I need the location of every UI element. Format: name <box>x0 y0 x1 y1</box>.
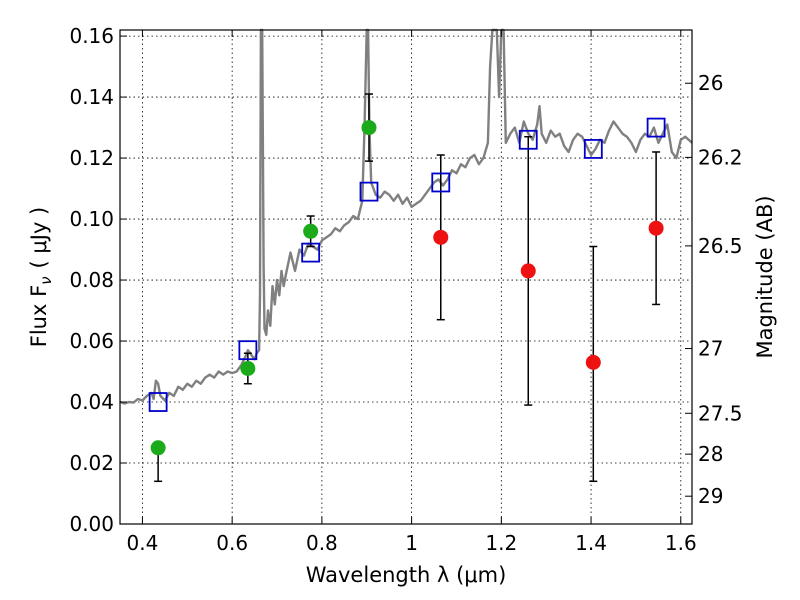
magnitude-tick-label: 28 <box>698 442 723 466</box>
detection-point <box>240 360 256 376</box>
magnitude-tick-label: 26.5 <box>698 234 743 258</box>
y-tick-label: 0.14 <box>69 85 114 109</box>
x-tick-label: 1.4 <box>575 531 607 555</box>
error-bars <box>154 93 661 483</box>
y-tick-label: 0.10 <box>69 207 114 231</box>
magnitude-tick-label: 27 <box>698 337 723 361</box>
grid-lines <box>120 30 692 525</box>
magnitude-tick-label: 29 <box>698 484 723 508</box>
y-axis-ticks: 0.00 0.02 0.04 0.06 0.08 0.10 0.12 0.14 0.16 <box>69 24 127 536</box>
constraint-point <box>585 354 601 370</box>
magnitude-axis-ticks: 26 26.2 26.5 27 27.5 28 29 <box>685 71 743 508</box>
x-tick-label: 0.8 <box>306 531 338 555</box>
magnitude-tick-label: 26.2 <box>698 145 743 169</box>
y-tick-label: 0.12 <box>69 146 114 170</box>
y-tick-label: 0.04 <box>69 390 114 414</box>
model-band-square <box>301 242 321 263</box>
y-tick-label: 0.06 <box>69 329 114 353</box>
model-band-square <box>238 340 258 361</box>
model-band-square <box>518 129 538 150</box>
model-band-square <box>431 172 451 193</box>
x-tick-label: 0.6 <box>216 531 248 555</box>
detection-point <box>361 120 377 136</box>
y-tick-label: 0.08 <box>69 268 114 292</box>
y-axis-label: Flux Fν ( μJy ) <box>27 207 55 348</box>
spectrum-line <box>119 28 693 405</box>
constraint-point <box>520 263 536 279</box>
model-band-square <box>148 392 168 412</box>
x-tick-label: 0.4 <box>127 531 159 555</box>
y-tick-label: 0.02 <box>69 451 114 475</box>
x-tick-label: 1.6 <box>665 531 697 555</box>
model-band-square <box>359 181 379 202</box>
plot-frame <box>119 29 693 525</box>
x-tick-label: 1 <box>405 531 418 555</box>
y-axis-label-unit: ( μJy ) <box>27 207 51 269</box>
x-tick-label: 1.2 <box>485 531 517 555</box>
markers <box>148 117 666 456</box>
x-axis-label: Wavelength λ (μm) <box>306 563 507 587</box>
y-tick-label: 0.00 <box>69 512 114 536</box>
model-band-square <box>583 139 603 159</box>
model-spectrum <box>119 28 693 405</box>
y-axis-label-subscript: ν <box>37 276 55 284</box>
constraint-point <box>433 229 449 245</box>
magnitude-axis-label: Magnitude (AB) <box>753 195 777 358</box>
y-axis-label-main: Flux F <box>27 285 51 347</box>
magnitude-tick-label: 27.5 <box>698 401 743 425</box>
magnitude-tick-label: 26 <box>698 71 723 95</box>
detection-point <box>150 440 166 456</box>
model-band-square <box>646 117 666 138</box>
x-axis-ticks: 0.4 0.6 0.8 1 1.2 1.4 1.6 <box>127 30 697 555</box>
detection-point <box>303 223 319 239</box>
y-tick-label: 0.16 <box>69 24 114 48</box>
constraint-point <box>648 220 664 236</box>
